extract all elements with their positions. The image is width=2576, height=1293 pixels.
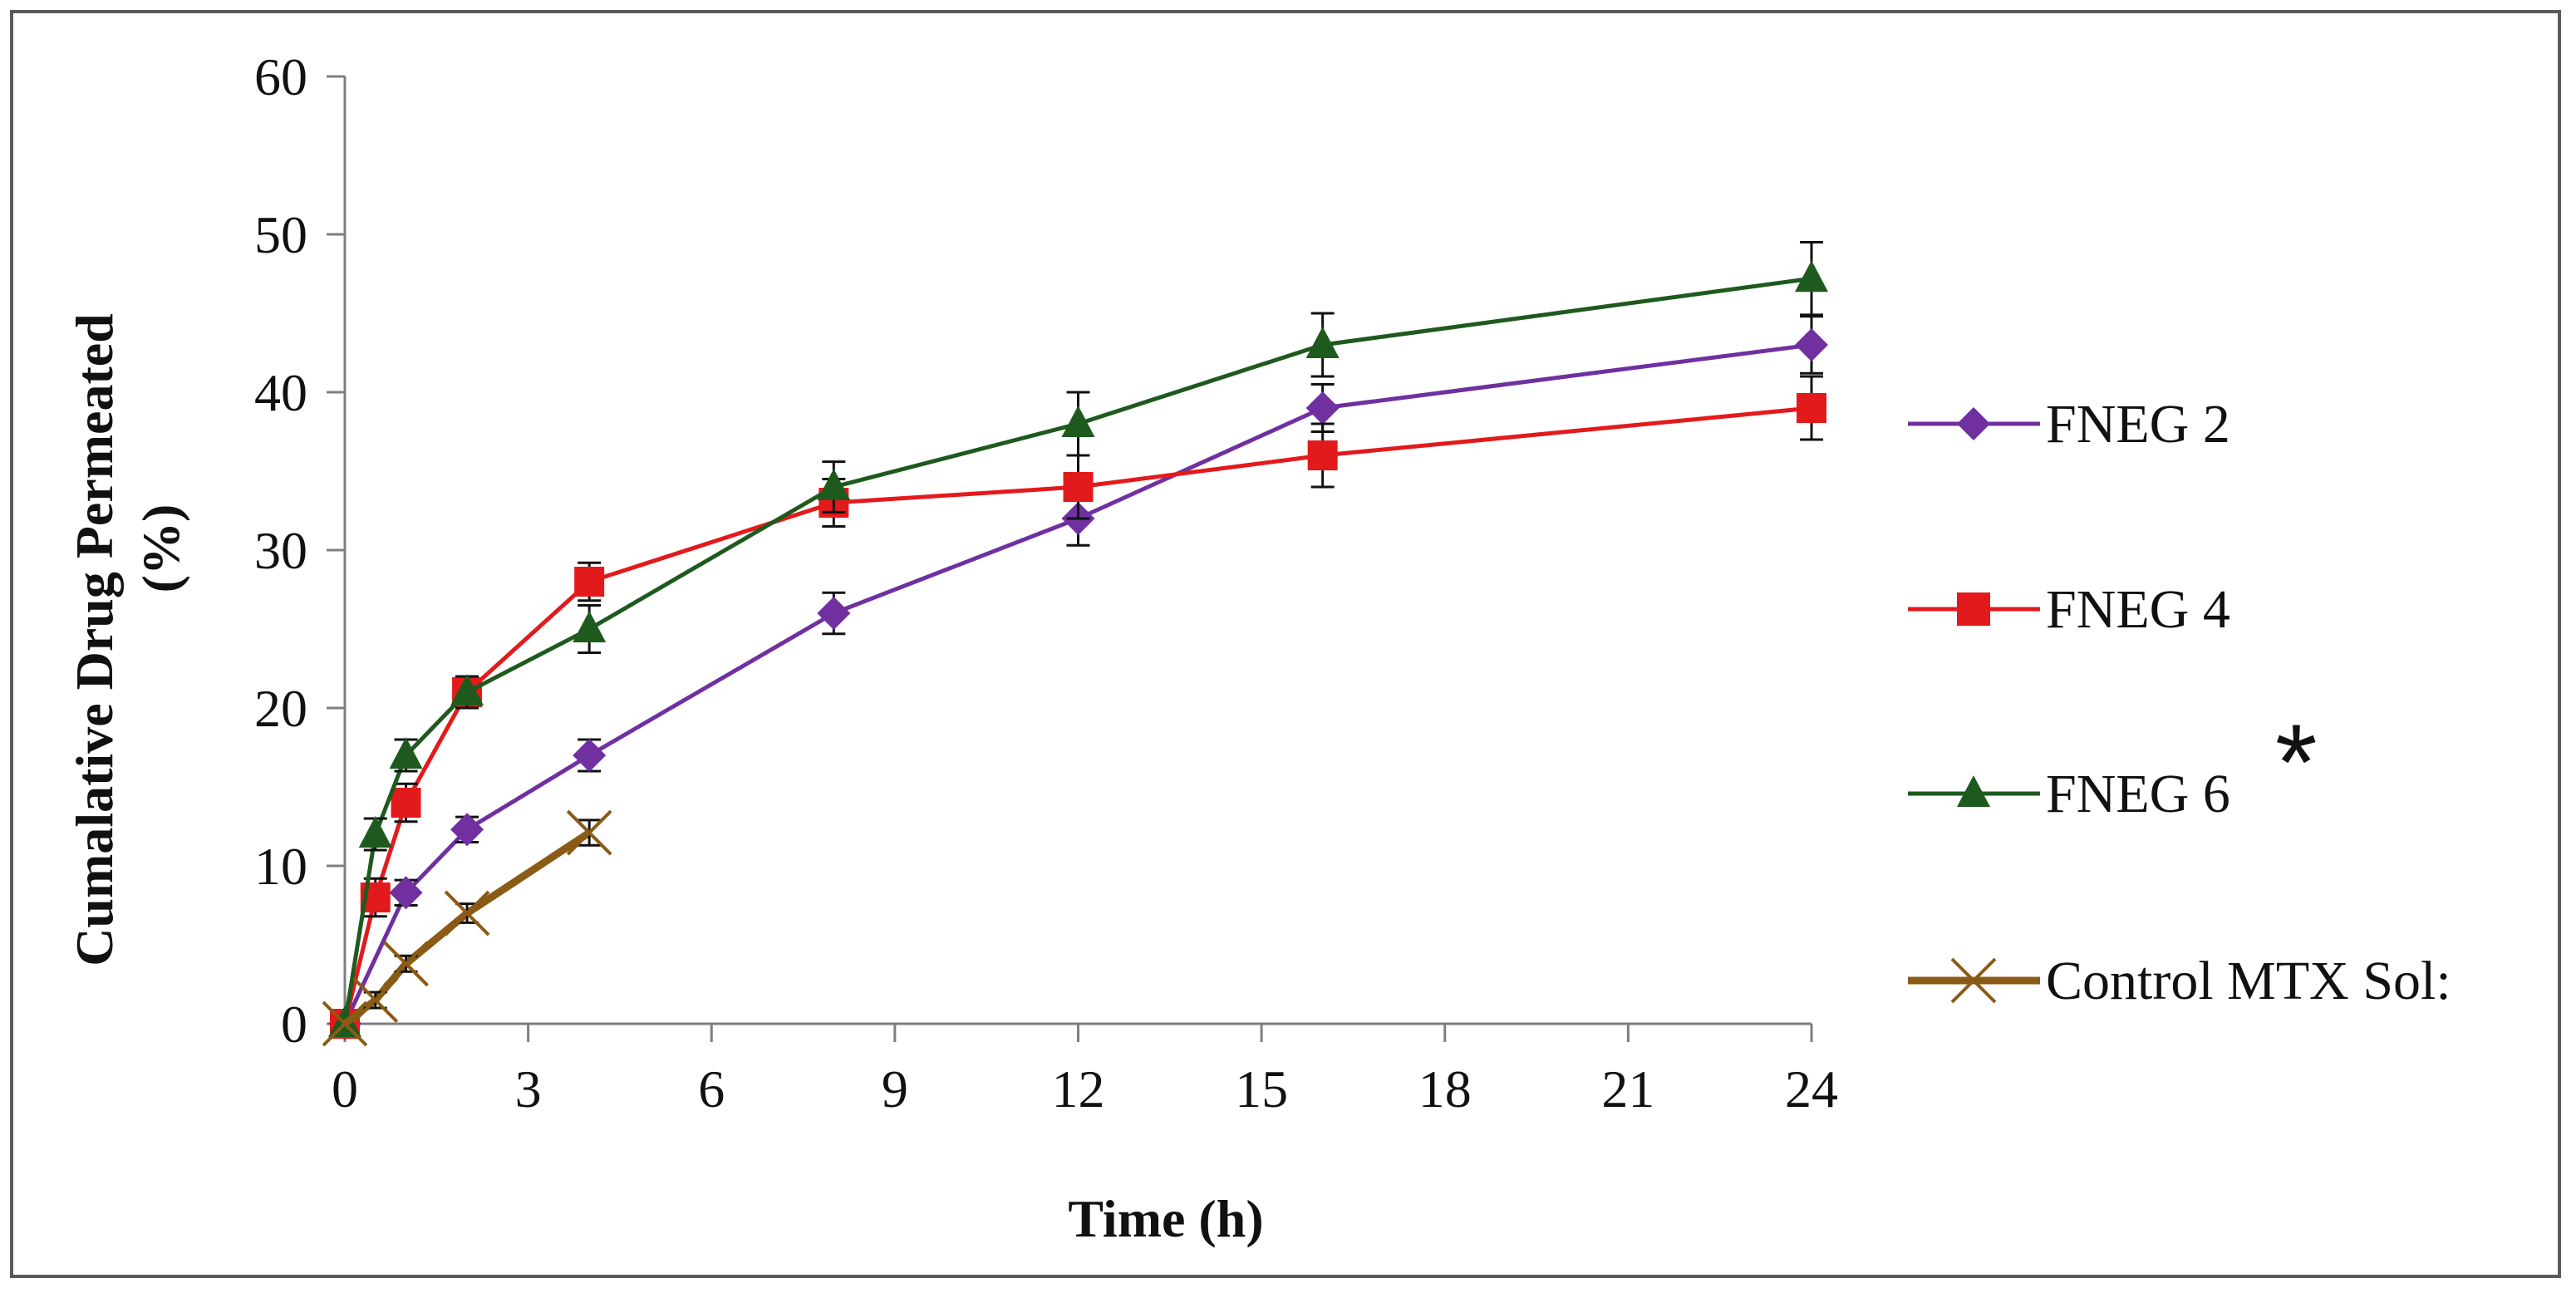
series-layer (322, 241, 1828, 1047)
y-tick-label: 60 (254, 47, 307, 106)
legend-item: Control MTX Sol: (1908, 951, 2451, 1011)
axes (327, 75, 1813, 1042)
legend-marker (1957, 592, 1990, 626)
data-point (1797, 393, 1826, 423)
data-point (1061, 406, 1095, 437)
y-tick-label: 50 (254, 205, 307, 264)
data-point (1795, 328, 1828, 361)
data-point (352, 977, 399, 1023)
legend-label: Control MTX Sol: (2046, 951, 2451, 1011)
data-point (391, 788, 421, 818)
y-tick-label: 30 (254, 521, 307, 580)
legend-marker (1957, 775, 1990, 807)
x-tick-label: 6 (698, 1059, 725, 1118)
data-point (1305, 391, 1340, 425)
data-point (450, 813, 484, 847)
legend-label: FNEG 6 (2046, 764, 2230, 824)
data-point (574, 567, 605, 597)
series-line (342, 342, 1812, 1025)
legend-label: FNEG 2 (2046, 394, 2230, 455)
x-tick-label: 18 (1418, 1059, 1472, 1118)
legend: FNEG 2 FNEG 4 FNEG 6 Control MTX Sol: (1908, 394, 2451, 1011)
y-tick-label: 10 (254, 837, 307, 896)
data-point (1305, 327, 1340, 358)
x-tick-label: 0 (332, 1059, 358, 1118)
data-point (817, 597, 851, 630)
data-point (566, 809, 612, 856)
data-point (444, 890, 490, 937)
data-point (450, 674, 484, 705)
legend-item: FNEG 4 (1908, 579, 2230, 640)
x-tick-label: 12 (1052, 1059, 1105, 1118)
legend-item: FNEG 6 (1908, 764, 2230, 824)
x-tick-label: 24 (1785, 1059, 1838, 1118)
data-point (1307, 440, 1338, 470)
series-fneg-6 (328, 241, 1828, 1037)
data-point (573, 611, 607, 642)
data-point (573, 739, 607, 772)
data-point (389, 876, 423, 910)
y-tick-label: 40 (254, 363, 307, 422)
x-tick-label: 3 (515, 1059, 542, 1118)
legend-item: FNEG 2 (1908, 394, 2230, 455)
y-axis-title-line2: (%) (131, 504, 190, 593)
series-fneg-4 (330, 375, 1826, 1039)
data-point (1795, 260, 1828, 293)
annotation-asterisk: * (2275, 701, 2318, 823)
series-control-mtx-sol (322, 809, 612, 1047)
data-point (358, 816, 392, 848)
series-line (342, 276, 1812, 1025)
y-tick-label: 20 (254, 679, 307, 738)
chart-frame (10, 10, 2561, 1278)
x-axis-title: Time (h) (1068, 1189, 1263, 1248)
x-tick-label: 15 (1235, 1059, 1288, 1118)
data-point (389, 737, 423, 769)
legend-marker (1957, 407, 1990, 440)
y-tick-label: 0 (281, 995, 307, 1054)
x-tick-label: 9 (882, 1059, 908, 1118)
data-point (817, 469, 851, 500)
x-tick-label: 21 (1601, 1059, 1654, 1118)
legend-label: FNEG 4 (2046, 579, 2230, 640)
legend-marker (1950, 957, 1997, 1004)
data-point (322, 1000, 368, 1047)
y-axis-title-line1: Cumalative Drug Permeated (65, 313, 124, 966)
data-point (383, 941, 429, 987)
tick-labels: 0 10 20 30 40 50 60 0 3 6 9 12 15 18 21 24 (254, 47, 1838, 1118)
data-point (1063, 472, 1094, 502)
